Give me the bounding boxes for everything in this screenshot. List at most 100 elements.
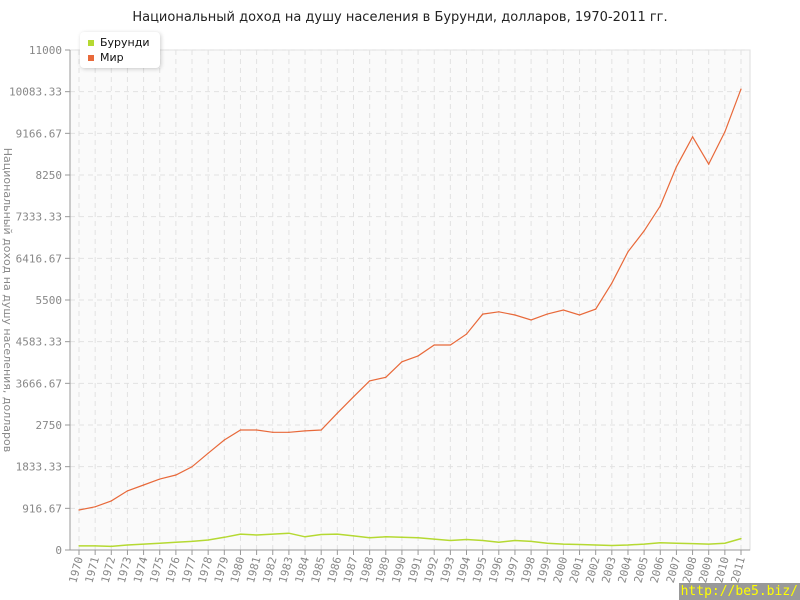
- series-line-0: [79, 532, 742, 548]
- data-point: [482, 539, 484, 542]
- data-point: [256, 534, 258, 536]
- legend-item: Бурунди: [88, 35, 150, 50]
- legend-label: Бурунди: [100, 36, 150, 49]
- data-point: [659, 542, 661, 544]
- data-point: [498, 541, 500, 543]
- data-point: [288, 431, 290, 433]
- data-point: [433, 538, 435, 540]
- legend-swatch: [88, 54, 94, 61]
- data-point: [595, 308, 597, 310]
- y-axis-label: Национальный доход на душу населения, до…: [1, 148, 14, 452]
- data-point: [142, 484, 145, 486]
- data-point: [78, 545, 80, 547]
- data-point: [449, 539, 451, 542]
- y-tick-label: 916.67: [22, 502, 62, 515]
- data-point: [708, 163, 710, 165]
- data-point: [126, 544, 129, 546]
- y-tick-label: 8250: [36, 169, 63, 182]
- data-point: [336, 533, 338, 535]
- data-point: [417, 537, 419, 539]
- data-point: [320, 533, 322, 536]
- data-point: [611, 544, 613, 547]
- data-point: [643, 543, 645, 545]
- data-point: [611, 282, 613, 284]
- data-point: [530, 540, 532, 542]
- legend-label: Мир: [100, 51, 124, 64]
- data-point: [498, 311, 500, 313]
- data-point: [691, 136, 694, 138]
- data-point: [126, 490, 129, 492]
- y-tick-label: 3666.67: [16, 377, 62, 390]
- series-line-1: [78, 88, 742, 511]
- data-point: [433, 344, 435, 346]
- data-point: [352, 535, 355, 537]
- data-point: [465, 538, 468, 541]
- data-point: [288, 532, 290, 534]
- data-point: [336, 412, 338, 414]
- data-point: [627, 251, 629, 253]
- data-point: [724, 131, 726, 133]
- data-point: [562, 543, 564, 545]
- data-point: [207, 452, 209, 454]
- data-point: [578, 543, 581, 546]
- data-point: [94, 545, 96, 547]
- data-point: [142, 543, 145, 545]
- watermark: http://be5.biz/: [678, 583, 800, 600]
- data-point: [304, 536, 306, 538]
- data-point: [223, 536, 225, 538]
- data-point: [691, 543, 694, 545]
- data-point: [256, 429, 258, 431]
- y-tick-label: 0: [55, 544, 62, 557]
- data-point: [239, 429, 242, 431]
- data-point: [530, 319, 532, 321]
- data-point: [643, 230, 645, 232]
- data-point: [562, 309, 564, 311]
- legend-swatch: [88, 39, 94, 46]
- data-point: [385, 376, 387, 378]
- data-point: [659, 205, 661, 207]
- data-point: [369, 380, 371, 382]
- data-point: [740, 88, 742, 90]
- data-point: [320, 429, 322, 431]
- y-tick-label: 10083.33: [9, 86, 62, 99]
- data-point: [191, 540, 193, 542]
- y-tick-label: 6416.67: [16, 252, 62, 265]
- data-point: [578, 314, 581, 316]
- data-point: [272, 431, 274, 433]
- data-point: [627, 544, 629, 546]
- data-point: [401, 536, 403, 538]
- data-point: [708, 543, 710, 545]
- data-point: [191, 466, 193, 468]
- data-point: [595, 544, 597, 546]
- data-point: [675, 166, 678, 168]
- y-tick-label: 5500: [36, 294, 63, 307]
- data-point: [272, 533, 274, 535]
- data-point: [352, 396, 355, 398]
- data-point: [110, 545, 112, 547]
- data-point: [546, 313, 548, 315]
- data-point: [401, 361, 403, 363]
- y-tick-label: 11000: [29, 44, 62, 57]
- data-point: [514, 314, 516, 316]
- y-tick-label: 7333.33: [16, 211, 62, 224]
- data-point: [514, 539, 516, 542]
- y-tick-label: 1833.33: [16, 461, 62, 474]
- data-point: [482, 313, 484, 315]
- data-point: [94, 506, 96, 508]
- data-point: [449, 344, 451, 346]
- data-point: [724, 542, 726, 544]
- data-point: [239, 533, 242, 535]
- chart-title: Национальный доход на душу населения в Б…: [132, 10, 668, 25]
- y-tick-label: 4583.33: [16, 336, 62, 349]
- data-point: [207, 539, 209, 541]
- data-point: [675, 542, 678, 544]
- data-point: [223, 439, 225, 441]
- data-point: [304, 430, 306, 432]
- data-point: [465, 333, 468, 335]
- data-point: [546, 542, 548, 544]
- data-point: [175, 541, 177, 543]
- legend-item: Мир: [88, 50, 150, 65]
- y-tick-label: 9166.67: [16, 127, 62, 140]
- data-point: [740, 538, 742, 540]
